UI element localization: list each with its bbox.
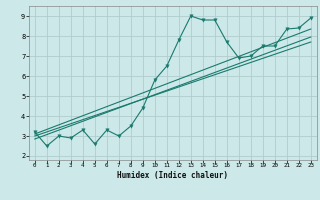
X-axis label: Humidex (Indice chaleur): Humidex (Indice chaleur) [117,171,228,180]
